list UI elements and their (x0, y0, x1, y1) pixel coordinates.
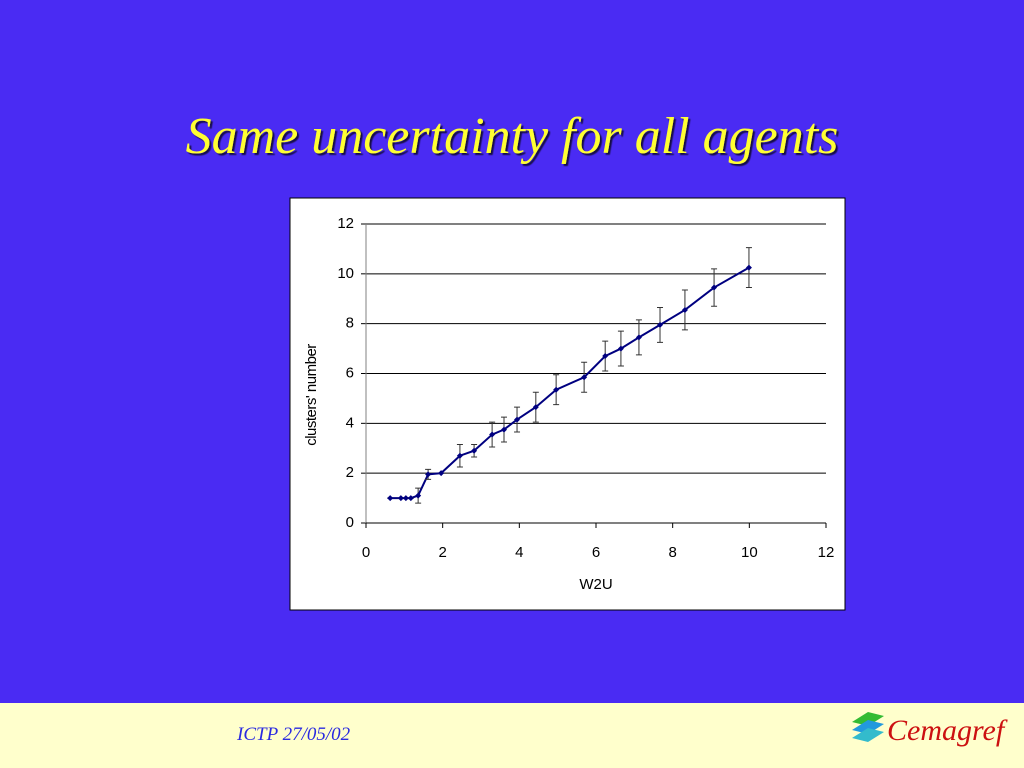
data-point (681, 306, 688, 313)
y-tick-label: 2 (346, 464, 354, 481)
data-point (425, 471, 432, 478)
data-point (532, 404, 539, 411)
data-point (438, 470, 445, 477)
y-axis-label: clusters' number (303, 344, 320, 446)
y-tick-label: 4 (346, 414, 354, 431)
data-point (407, 495, 414, 502)
footer-band (0, 703, 1024, 768)
data-point (514, 416, 521, 423)
data-point (602, 353, 609, 360)
y-tick-label: 10 (337, 265, 354, 282)
x-tick-label: 10 (741, 544, 758, 561)
y-tick-label: 6 (346, 364, 354, 381)
x-tick-label: 2 (438, 544, 446, 561)
data-point (471, 447, 478, 454)
data-point (397, 495, 404, 502)
x-tick-label: 0 (362, 544, 370, 561)
data-point (456, 452, 463, 459)
data-point (635, 334, 642, 341)
y-tick-label: 8 (346, 315, 354, 332)
data-point (745, 264, 752, 271)
data-point (489, 431, 496, 438)
x-axis-label: W2U (579, 576, 612, 593)
data-point (501, 426, 507, 433)
x-tick-label: 8 (668, 544, 676, 561)
data-line (390, 266, 750, 500)
data-point (402, 495, 409, 502)
data-point (553, 386, 560, 393)
x-tick-label: 4 (515, 544, 523, 561)
y-tick-label: 0 (346, 514, 354, 531)
data-point (581, 374, 588, 381)
data-point (711, 284, 718, 291)
logo-icon (852, 712, 884, 742)
y-tick-label: 12 (337, 215, 354, 232)
data-point (415, 492, 422, 499)
data-point (657, 321, 664, 328)
x-tick-label: 6 (592, 544, 600, 561)
slide-title: Same uncertainty for all agents (186, 108, 839, 165)
data-point (387, 495, 394, 502)
x-tick-label: 12 (818, 544, 835, 561)
logo-text: Cemagref (887, 714, 1008, 747)
chart-frame (289, 197, 846, 611)
footer-text: ICTP 27/05/02 (236, 724, 351, 745)
data-point (617, 345, 624, 352)
